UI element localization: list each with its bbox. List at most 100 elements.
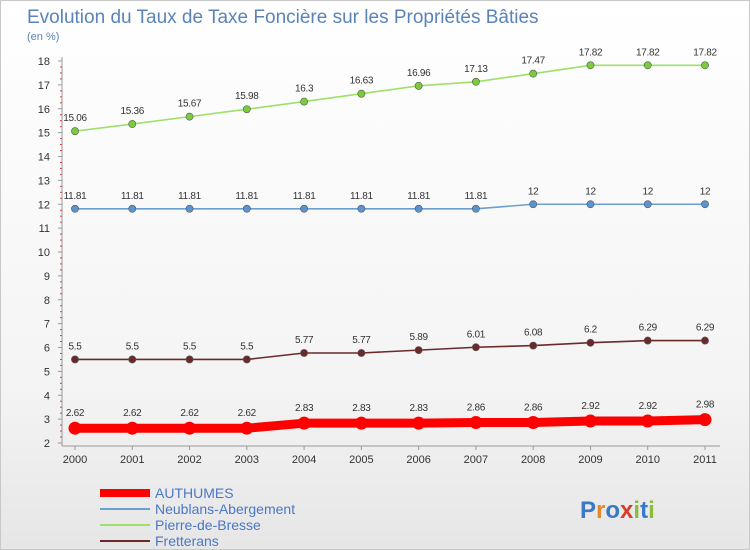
y-tick-label: 12 [38,199,50,211]
data-label: 2.62 [238,408,257,419]
series-line [74,64,705,132]
data-point [242,204,251,213]
data-label: 5.5 [183,341,197,352]
data-label: 17.82 [636,47,660,58]
y-tick-label: 10 [38,247,50,259]
data-point [185,355,194,364]
y-tick-label: 18 [38,56,50,68]
data-point [300,204,308,213]
data-point [300,97,308,106]
data-point [357,89,366,98]
data-label: 11.81 [121,191,145,202]
data-point [526,415,540,429]
legend-label: Pierre-de-Bresse [155,517,261,533]
data-label: 2.86 [467,402,486,413]
data-point [128,204,137,213]
data-label: 12 [585,186,596,197]
data-label: 5.5 [126,341,140,352]
data-label: 2.98 [696,400,715,411]
data-label: 11.81 [235,191,259,202]
data-point [643,61,652,70]
proxiti-logo: Proxiti [580,497,655,524]
data-point [701,61,709,70]
data-label: 12 [528,186,539,197]
data-point [68,421,82,435]
y-tick-label: 13 [38,175,50,187]
data-point [469,415,483,429]
data-label: 17.82 [693,47,717,58]
x-tick-label: 2011 [693,454,717,466]
data-label: 5.89 [410,332,429,343]
data-label: 2.62 [66,408,85,419]
legend-item: Fretterans [100,533,219,549]
legend-label: Neublans-Abergement [155,501,295,517]
data-label: 15.36 [121,106,145,117]
series-line [75,203,705,210]
data-label: 17.47 [521,56,545,67]
data-label: 5.5 [68,341,82,352]
y-tick-label: 6 [44,343,50,355]
logo-letter: i [648,497,655,524]
data-point [354,416,368,430]
x-tick-label: 2001 [120,454,144,466]
data-point [643,336,652,345]
data-label: 2.83 [295,403,314,414]
data-label: 11.81 [64,191,88,202]
x-tick-label: 2005 [349,454,373,466]
y-tick-label: 16 [38,104,50,116]
logo-letter: i [633,497,640,524]
x-tick-label: 2008 [521,454,545,466]
data-label: 6.01 [467,329,486,340]
logo-letter: r [596,497,605,524]
data-label: 16.96 [407,68,431,79]
data-point [71,127,79,136]
data-point [357,349,366,357]
logo-letter: o [605,497,620,524]
data-label: 2.86 [524,402,543,413]
data-label: 17.13 [464,64,488,75]
legend-item: Pierre-de-Bresse [100,517,261,533]
data-label: 2.92 [581,401,600,412]
data-point [643,200,652,209]
legend-item: AUTHUMES [100,485,234,501]
data-label: 17.82 [579,47,603,58]
data-point [698,413,712,427]
data-point [128,355,137,364]
y-tick-label: 4 [44,390,50,402]
y-tick-label: 9 [44,271,50,283]
data-point [71,355,79,364]
data-label: 2.92 [639,401,658,412]
data-label: 2.62 [180,408,199,419]
data-label: 11.81 [293,191,317,202]
data-label: 11.81 [465,191,489,202]
logo-letter: P [580,497,596,524]
data-point [242,105,251,114]
legend-item: Neublans-Abergement [100,501,295,517]
data-label: 5.77 [295,335,314,346]
data-point [472,343,480,352]
series-pierre-de-bresse: 15.06 15.36 15.67 15.98 16.3 16.63 16.96 17.13 1… [63,47,718,136]
y-tick-label: 15 [38,128,50,140]
data-label: 16.63 [350,76,374,87]
data-label: 16.3 [295,84,314,95]
data-label: 6.2 [584,325,598,336]
series-layer: 15.06 15.36 15.67 15.98 16.3 16.63 16.96 17.13 1… [63,47,718,435]
data-point [71,204,79,213]
x-tick-label: 2000 [63,454,87,466]
data-point [701,336,709,345]
data-point [641,414,655,428]
data-point [586,338,595,347]
data-label: 5.77 [352,335,371,346]
data-point [472,204,480,213]
data-point [242,355,251,364]
data-point [357,204,366,213]
data-point [701,200,709,209]
y-tick-label: 14 [38,152,50,164]
chart-title: Evolution du Taux de Taxe Foncière sur l… [27,7,539,28]
data-label: 6.29 [696,323,715,334]
y-tick-label: 7 [44,319,50,331]
data-label: 11.81 [178,191,202,202]
logo-letter: t [640,497,648,524]
y-tick-label: 17 [38,80,50,92]
data-label: 12 [700,186,711,197]
